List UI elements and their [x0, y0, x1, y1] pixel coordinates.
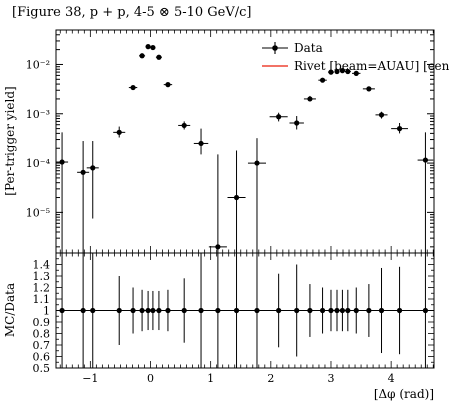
- x-tick-label: −1: [82, 372, 98, 385]
- ratio-point: [145, 307, 151, 314]
- ratio-point: [165, 307, 171, 314]
- y-tick-label: 10⁻³: [26, 108, 50, 121]
- data-point: [334, 68, 340, 75]
- ratio-point: [328, 307, 334, 314]
- ratio-point: [116, 307, 122, 314]
- main-y-axis: 10⁻⁴ 10⁻³ 10⁻² 10⁻⁵: [26, 29, 434, 248]
- data-point: [181, 122, 187, 129]
- main-y-axis-label: [Per-trigger yield]: [3, 86, 17, 195]
- y-tick-label: 1.2: [33, 282, 51, 295]
- data-point: [345, 68, 351, 75]
- x-tick-label: 3: [327, 372, 334, 385]
- ratio-y-axis-label: MC/Data: [3, 283, 17, 337]
- data-point: [328, 69, 334, 75]
- ratio-point: [215, 307, 221, 314]
- y-tick-label: 10⁻⁴: [26, 157, 51, 170]
- ratio-point: [254, 307, 260, 314]
- x-tick-label: 1: [207, 372, 214, 385]
- ratio-point: [378, 307, 385, 314]
- ratio-point: [366, 307, 372, 314]
- data-point: [130, 84, 136, 91]
- y-tick-label: 1.4: [33, 259, 51, 272]
- data-point: [145, 44, 151, 50]
- data-point: [339, 68, 346, 74]
- data-point: [422, 157, 429, 163]
- data-point: [215, 244, 221, 250]
- y-tick-label: 1: [43, 305, 50, 318]
- data-point: [378, 112, 385, 118]
- y-tick-label: 0.8: [33, 328, 51, 341]
- main-data-series: [56, 44, 434, 253]
- ratio-point: [276, 307, 282, 314]
- data-point: [165, 82, 171, 88]
- ratio-point: [233, 307, 240, 314]
- y-tick-label: 10⁻²: [26, 58, 50, 71]
- x-tick-label: 2: [267, 372, 274, 385]
- x-tick-label: 4: [388, 372, 395, 385]
- ratio-point: [334, 307, 340, 314]
- ratio-point: [59, 307, 65, 314]
- ratio-point: [422, 307, 429, 314]
- chart-title: [Figure 38, p + p, 4-5 ⊗ 5-10 GeV/c]: [12, 5, 251, 20]
- data-point: [353, 70, 359, 76]
- ratio-point: [307, 307, 313, 314]
- data-point: [139, 53, 145, 59]
- data-point: [80, 169, 86, 175]
- data-point: [276, 114, 282, 120]
- y-tick-label: 0.5: [33, 362, 51, 375]
- ratio-point: [396, 307, 403, 314]
- x-axis-label: [Δφ (rad)]: [374, 387, 434, 401]
- y-tick-label: 1.3: [33, 270, 51, 283]
- data-point: [294, 120, 300, 126]
- y-tick-label: 10⁻⁵: [26, 206, 50, 219]
- y-tick-label: 1.1: [33, 293, 51, 306]
- ratio-data-series: [56, 253, 434, 368]
- ratio-point: [339, 307, 346, 314]
- data-point: [233, 194, 240, 201]
- data-point: [254, 160, 260, 166]
- ratio-point: [181, 307, 187, 314]
- ratio-point: [353, 307, 359, 314]
- data-point: [156, 54, 162, 60]
- y-tick-label: 0.6: [33, 351, 51, 364]
- data-point: [59, 159, 65, 165]
- legend-entry-data: Data: [294, 41, 323, 55]
- ratio-point: [80, 307, 86, 314]
- ratio-point: [294, 307, 300, 314]
- data-point: [396, 126, 403, 132]
- data-point: [150, 44, 156, 51]
- y-tick-label: 0.7: [33, 339, 51, 352]
- ratio-point: [150, 307, 156, 314]
- ratio-point: [345, 307, 351, 314]
- ratio-point: [139, 307, 145, 314]
- data-point: [90, 165, 96, 171]
- data-point: [307, 96, 313, 102]
- ratio-point: [156, 307, 162, 314]
- ratio-point: [198, 307, 204, 314]
- data-point: [319, 77, 326, 83]
- x-axis: −1 0 1 2 3 4: [59, 30, 434, 385]
- data-point: [198, 140, 204, 147]
- ratio-point: [90, 307, 96, 314]
- legend-entry-rivet: Rivet [beam=AUAU] [cen: [294, 59, 450, 73]
- ratio-point: [130, 307, 136, 314]
- y-tick-label: 0.9: [33, 316, 51, 329]
- data-point: [116, 129, 122, 135]
- ratio-point: [319, 307, 326, 314]
- data-point: [366, 86, 372, 92]
- legend: Data Rivet [beam=AUAU] [cen: [262, 41, 450, 73]
- legend-data-marker: [272, 45, 278, 51]
- x-tick-label: 0: [147, 372, 154, 385]
